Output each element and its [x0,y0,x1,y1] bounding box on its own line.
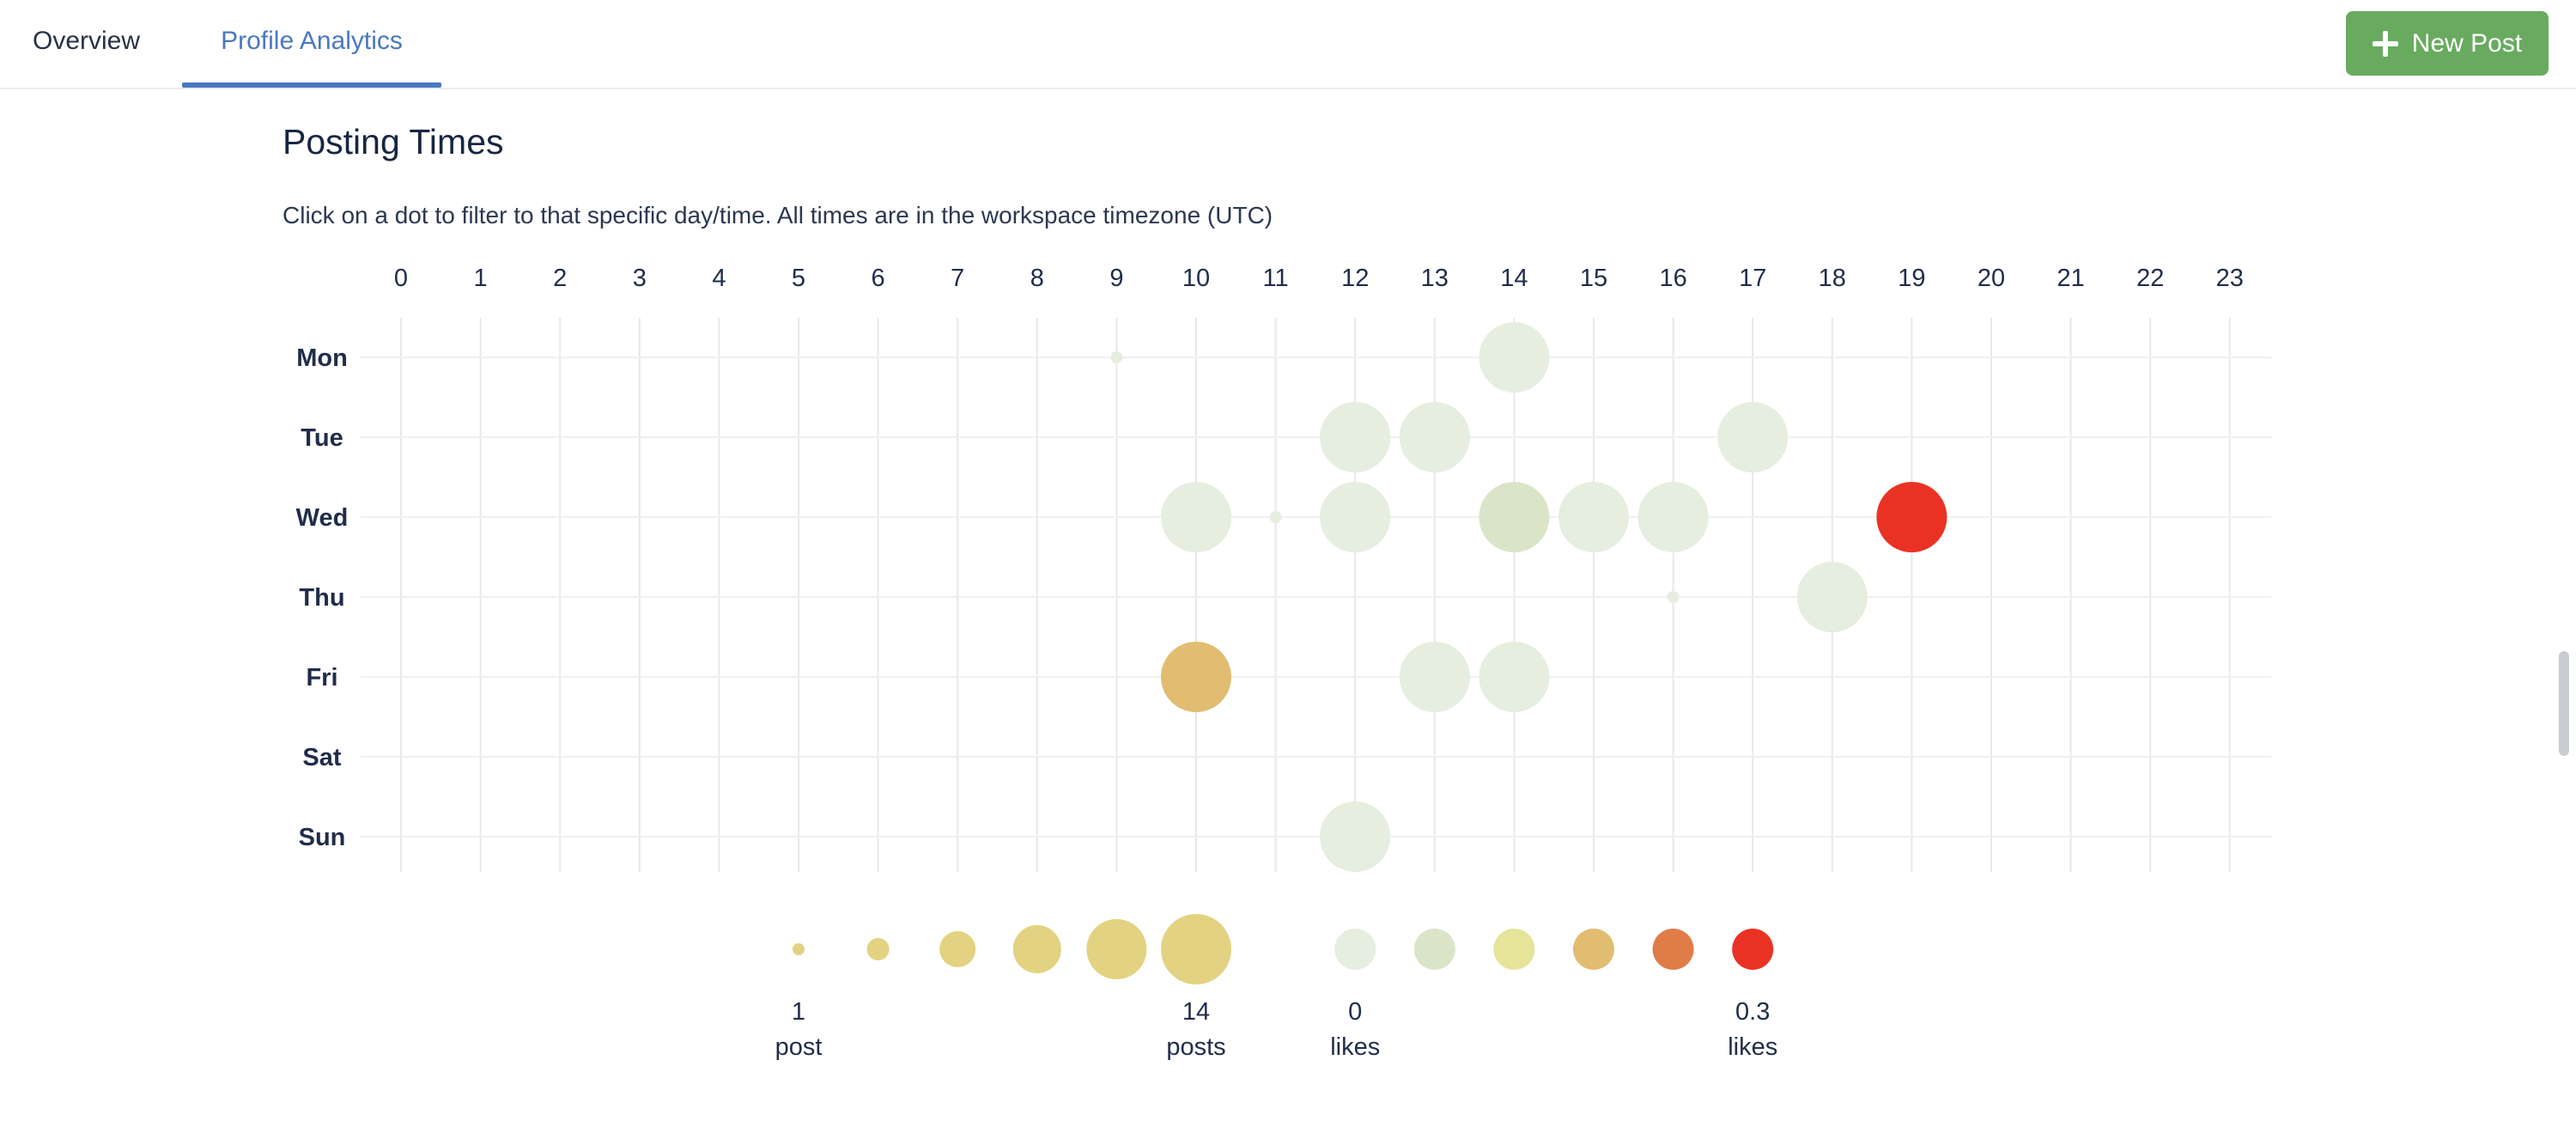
data-point[interactable] [1399,642,1470,712]
x-tick-label: 23 [2216,265,2244,292]
data-point[interactable] [1399,402,1470,472]
data-point[interactable] [1269,511,1282,523]
scrollbar-thumb[interactable] [2559,651,2569,756]
size-legend-max-unit: posts [1166,1033,1225,1061]
data-point[interactable] [1717,402,1789,472]
y-tick-label: Sun [299,824,346,851]
x-tick-label: 17 [1739,265,1766,292]
y-tick-label: Fri [306,664,337,691]
section-description: Click on a dot to filter to that specifi… [283,202,1273,228]
x-tick-label: 19 [1898,265,1925,292]
x-tick-label: 21 [2057,265,2084,292]
x-tick-label: 10 [1182,265,1210,292]
color-legend-min-unit: likes [1330,1033,1380,1061]
new-post-button[interactable]: New Post [2346,11,2549,76]
top-navigation: Overview Profile Analytics New Post [0,0,2576,89]
size-legend-dot [939,931,976,967]
x-tick-label: 18 [1819,265,1846,292]
x-tick-label: 12 [1341,265,1369,292]
color-legend-dot [1413,929,1455,970]
data-point[interactable] [1796,562,1868,632]
size-legend-dot [1086,919,1147,979]
y-tick-label: Tue [301,424,343,452]
x-tick-label: 14 [1500,265,1528,292]
x-tick-label: 16 [1659,265,1686,292]
x-tick-label: 9 [1109,265,1123,292]
size-legend-min-unit: post [775,1033,823,1061]
color-legend-dot [1573,929,1614,970]
active-tab-indicator [182,82,441,88]
section-title: Posting Times [283,122,504,161]
new-post-label: New Post [2411,28,2523,58]
data-point[interactable] [1110,351,1123,363]
x-tick-label: 6 [872,265,885,292]
y-tick-label: Mon [296,344,348,372]
data-point[interactable] [1558,482,1629,552]
data-point[interactable] [1320,801,1391,872]
color-legend-dot [1334,929,1376,970]
x-tick-label: 22 [2136,265,2164,292]
data-point[interactable] [1479,482,1550,552]
tab-overview[interactable]: Overview [33,27,141,55]
color-legend-dot [1493,929,1535,970]
x-tick-label: 7 [951,265,964,292]
y-tick-label: Wed [296,504,349,532]
x-tick-label: 20 [1978,265,2005,292]
x-tick-label: 2 [553,265,567,292]
color-legend-min-value: 0 [1348,998,1362,1026]
size-legend-dot [793,943,805,955]
x-tick-label: 15 [1580,265,1607,292]
x-tick-label: 13 [1421,265,1449,292]
x-tick-label: 5 [792,265,805,292]
x-tick-label: 1 [474,265,488,292]
x-tick-label: 8 [1030,265,1044,292]
data-point[interactable] [1320,402,1391,472]
data-point[interactable] [1161,642,1231,712]
size-legend-max-value: 14 [1182,998,1210,1026]
size-legend-dot [1012,925,1061,973]
x-tick-label: 3 [633,265,647,292]
data-point[interactable] [1161,482,1231,552]
tab-profile-analytics[interactable]: Profile Analytics [221,27,403,55]
x-tick-label: 4 [712,265,726,292]
size-legend-dot [866,938,890,960]
y-tick-label: Thu [299,584,344,612]
color-legend-dot [1732,929,1774,970]
data-point[interactable] [1637,482,1709,552]
x-tick-label: 0 [394,265,408,292]
color-legend-max-unit: likes [1728,1033,1777,1061]
data-point[interactable] [1667,591,1680,603]
color-legend-max-value: 0.3 [1735,998,1770,1026]
size-legend-min-value: 1 [792,998,805,1026]
x-tick-label: 11 [1263,265,1289,292]
y-tick-label: Sat [302,744,341,771]
plus-icon [2372,30,2398,57]
data-point[interactable] [1479,322,1550,393]
data-point[interactable] [1320,482,1391,552]
data-point[interactable] [1479,642,1550,712]
color-legend-dot [1652,929,1694,970]
size-legend-dot [1161,914,1231,984]
data-point[interactable] [1876,482,1947,552]
